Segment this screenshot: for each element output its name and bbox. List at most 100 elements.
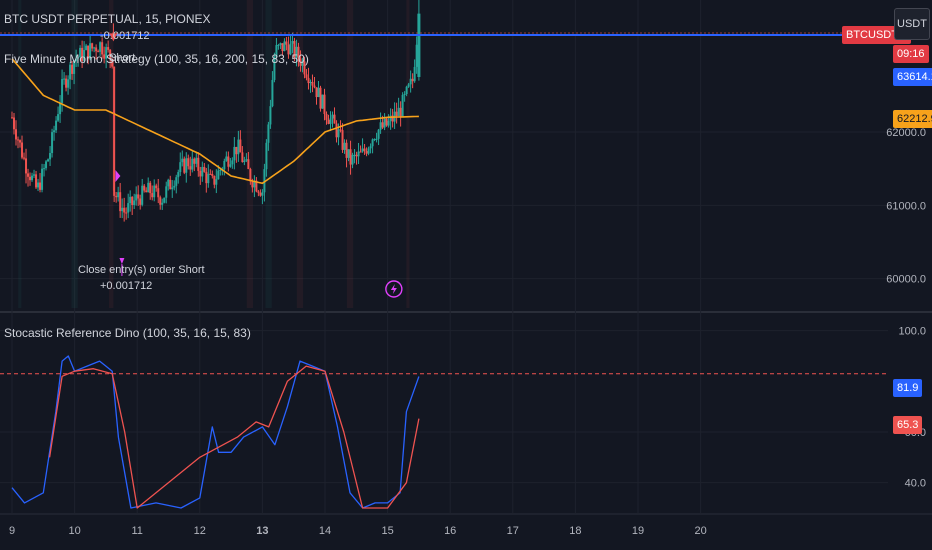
oscillator-title[interactable]: Stocastic Reference Dino (100, 35, 16, 1… xyxy=(4,326,251,340)
candle-body xyxy=(217,170,220,180)
candle-body xyxy=(263,169,266,193)
candle-body xyxy=(293,40,296,58)
candle-body xyxy=(171,187,174,190)
candle-body xyxy=(233,146,236,161)
candle-body xyxy=(143,185,146,191)
candle-body xyxy=(99,42,102,52)
candle-body xyxy=(275,45,278,57)
candle-body xyxy=(67,79,70,88)
candle-body xyxy=(129,196,132,204)
candle-body xyxy=(253,180,256,188)
candle-body xyxy=(321,94,324,109)
candle-body xyxy=(43,168,46,170)
price-axis-tick: 62000.0 xyxy=(886,127,926,139)
candle-body xyxy=(353,154,356,156)
candle-body xyxy=(177,172,180,178)
candle-body xyxy=(345,142,348,158)
candle-body xyxy=(77,57,80,59)
candle-body xyxy=(357,151,360,157)
candle-body xyxy=(335,123,338,138)
candle-body xyxy=(305,74,308,78)
candle-body xyxy=(401,94,404,117)
candle-body xyxy=(19,140,22,143)
candle-body xyxy=(365,151,368,154)
candle-body xyxy=(301,61,304,66)
candle-body xyxy=(115,195,118,198)
candle-body xyxy=(407,84,410,87)
signal-band xyxy=(71,0,78,308)
time-axis-tick: 12 xyxy=(194,525,206,537)
candle-body xyxy=(405,86,408,94)
candle-body xyxy=(363,148,366,152)
candle-body xyxy=(21,142,24,158)
candle-body xyxy=(295,46,298,58)
currency-button[interactable]: USDT xyxy=(894,8,930,40)
candle-body xyxy=(121,207,124,212)
candle-body xyxy=(377,129,380,139)
time-axis-tick: 13 xyxy=(256,525,268,537)
candle-body xyxy=(13,117,16,130)
candle-body xyxy=(47,159,50,162)
candle-body xyxy=(359,151,362,153)
candle-body xyxy=(165,186,168,198)
candle-body xyxy=(59,102,62,115)
candle-body xyxy=(113,66,116,196)
candle-body xyxy=(323,94,326,115)
candle-body xyxy=(139,198,142,205)
signal-band xyxy=(406,0,410,308)
candle-body xyxy=(391,115,394,122)
osc-axis-tick: 100.0 xyxy=(898,326,926,338)
candle-body xyxy=(35,174,38,188)
candle-body xyxy=(205,171,208,184)
price-axis-tick: 61000.0 xyxy=(886,200,926,212)
candle-body xyxy=(85,45,88,51)
candle-body xyxy=(189,166,192,170)
candle-body xyxy=(105,47,108,59)
osc-axis-tick: 40.0 xyxy=(905,478,926,490)
candle-body xyxy=(215,179,218,185)
candle-body xyxy=(169,179,172,190)
candle-body xyxy=(317,87,320,98)
candle-body xyxy=(213,175,216,185)
candle-body xyxy=(91,43,94,49)
candle-body xyxy=(311,81,314,86)
candle-body xyxy=(351,154,354,165)
short-entry-arrow xyxy=(109,33,118,42)
candle-body xyxy=(183,158,186,173)
candle-body xyxy=(65,78,68,88)
symbol-title: BTC USDT PERPETUAL, 15, PIONEX xyxy=(4,12,211,26)
candle-body xyxy=(45,161,48,169)
time-axis-tick: 9 xyxy=(9,525,15,537)
strategy-title[interactable]: Five Minute Momo Strategy (100, 35, 16, … xyxy=(4,52,309,66)
candle-body xyxy=(369,146,372,149)
candle-body xyxy=(27,173,30,177)
candle-body xyxy=(279,43,282,45)
candle-body xyxy=(411,78,414,82)
countdown-badge: 09:16 xyxy=(893,45,929,63)
candle-body xyxy=(29,176,32,181)
candle-body xyxy=(385,118,388,126)
candle-body xyxy=(347,149,350,158)
candle-body xyxy=(207,173,210,184)
candle-body xyxy=(185,158,188,173)
candle-body xyxy=(239,139,242,153)
osc-d-line xyxy=(48,365,420,509)
candle-body xyxy=(131,196,134,206)
candle-body xyxy=(87,45,90,59)
candle-body xyxy=(209,173,212,175)
time-axis-tick: 11 xyxy=(131,525,142,537)
candle-body xyxy=(175,177,178,186)
candle-body xyxy=(127,203,130,213)
candle-body xyxy=(159,197,162,205)
candle-body xyxy=(75,58,78,61)
candle-body xyxy=(243,160,246,163)
candle-body xyxy=(309,81,312,84)
candle-body xyxy=(229,164,232,167)
candle-body xyxy=(181,158,184,163)
candle-body xyxy=(341,130,344,150)
candle-body xyxy=(379,122,382,130)
candle-body xyxy=(361,148,364,152)
signal-band xyxy=(246,0,254,308)
candle-body xyxy=(197,157,200,171)
